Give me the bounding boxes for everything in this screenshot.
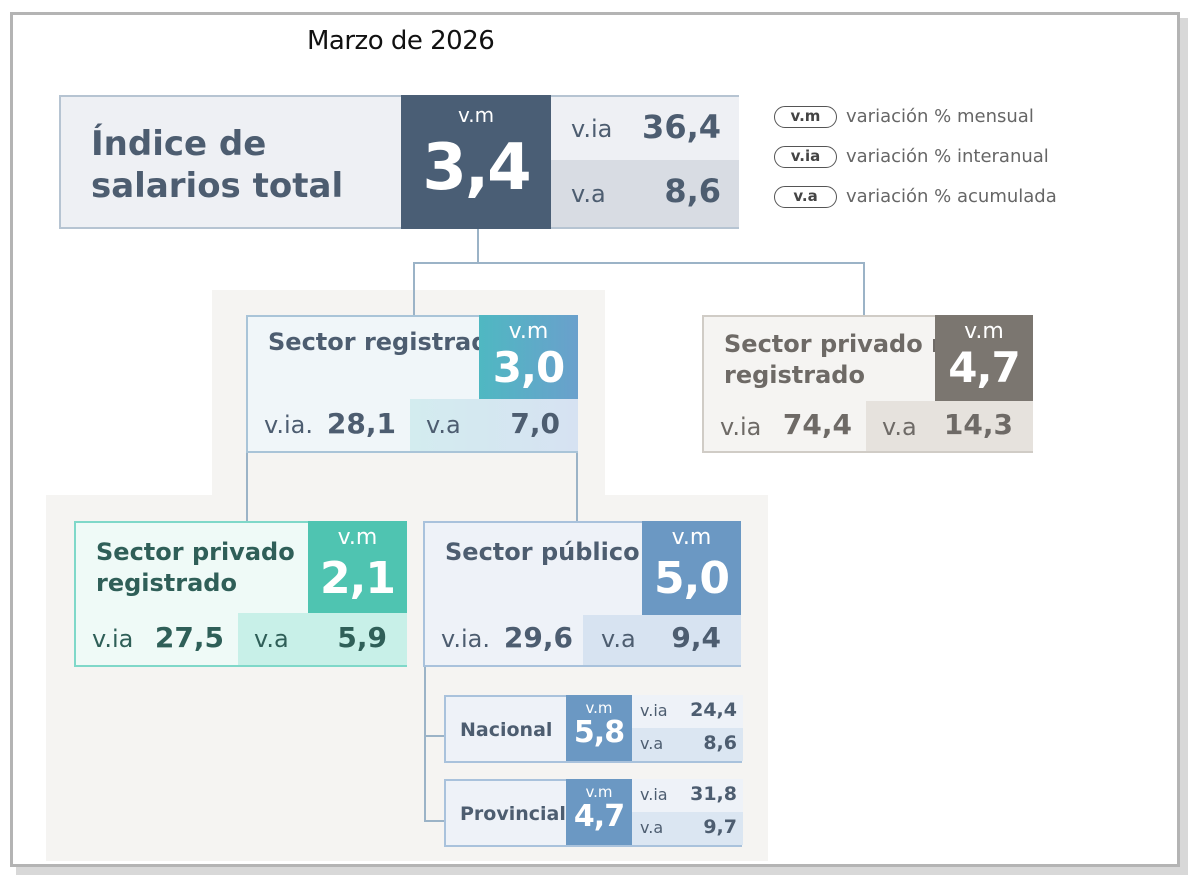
vm-value: 4,7 [948, 343, 1020, 392]
vm-box: v.m 4,7 [566, 779, 632, 845]
va-value: 9,7 [703, 816, 737, 838]
connector [413, 262, 415, 316]
connector [424, 666, 426, 822]
via-value: 28,1 [326, 407, 396, 440]
vm-label: v.m [585, 699, 613, 717]
vm-value: 5,0 [654, 553, 730, 604]
nacional-box: Nacional v.m 5,8 v.ia 24,4 v.a 8,6 [444, 695, 743, 763]
via-label: v.ia. [264, 411, 313, 439]
vm-label: v.m [457, 103, 495, 127]
frame-shadow-bottom [16, 867, 1188, 875]
via-label: v.ia [640, 701, 668, 720]
vm-label: v.m [337, 525, 378, 550]
va-label: v.a [254, 625, 289, 653]
sector-publico-box: Sector público v.m 5,0 v.ia. 29,6 v.a 9,… [423, 521, 741, 667]
va-cell: v.a 7,0 [410, 399, 578, 451]
vm-box: v.m 2,1 [308, 521, 407, 613]
sector-no-registrado-box: Sector privado no registrado v.m 4,7 v.i… [702, 315, 1033, 453]
connector [863, 262, 865, 316]
va-value: 7,0 [510, 407, 560, 440]
sector-name: Sector registrado [268, 328, 505, 356]
via-cell: v.ia 74,4 [704, 401, 866, 451]
vm-value: 4,7 [573, 799, 625, 834]
va-label: v.a [882, 413, 917, 441]
total-index-name: Índice de salarios total [91, 124, 344, 206]
via-label: v.ia [720, 413, 762, 441]
via-value: 24,4 [690, 699, 737, 721]
via-value: 36,4 [642, 108, 721, 146]
legend-text: variación % interanual [846, 146, 1049, 167]
vm-label: v.m [964, 319, 1004, 344]
vm-box: v.m 3,0 [479, 315, 578, 399]
frame-shadow-right [1180, 18, 1188, 873]
va-label: v.a [426, 411, 461, 439]
via-label: v.ia [640, 785, 668, 804]
via-cell: v.ia 27,5 [76, 613, 238, 665]
via-label: v.ia [571, 115, 613, 143]
vm-label: v.m [585, 783, 613, 801]
vm-value: 5,8 [573, 715, 625, 750]
va-cell: v.a 8,6 [632, 728, 743, 761]
vm-label: v.m [508, 319, 549, 344]
va-label: v.a [571, 180, 606, 208]
connector [576, 452, 578, 522]
via-cell: v.ia 31,8 [632, 779, 743, 812]
vm-box: v.m 4,7 [935, 315, 1033, 401]
va-label: v.a [601, 625, 636, 653]
via-cell: v.ia 24,4 [632, 695, 743, 728]
va-value: 8,6 [664, 172, 721, 210]
va-value: 14,3 [943, 408, 1013, 441]
sector-name: Nacional [460, 719, 553, 741]
via-value: 27,5 [154, 621, 224, 654]
legend-tag: v.ia [774, 146, 837, 168]
legend-text: variación % acumulada [846, 186, 1057, 207]
legend-tag: v.m [774, 106, 837, 128]
va-value: 9,4 [671, 621, 721, 654]
total-via-cell: v.ia 36,4 [551, 97, 739, 160]
connector [424, 820, 446, 822]
sector-name: Provincial [460, 803, 566, 825]
total-index-box: Índice de salarios total v.m 3,4 v.ia 36… [59, 95, 739, 229]
sector-name: Sector privado no registrado [724, 330, 965, 389]
va-value: 5,9 [337, 621, 387, 654]
vm-value: 3,0 [492, 343, 565, 392]
via-cell: v.ia. 28,1 [248, 399, 410, 451]
va-cell: v.a 9,7 [632, 812, 743, 845]
va-label: v.a [640, 818, 664, 837]
vm-box: v.m 5,0 [642, 521, 741, 615]
vm-label: v.m [671, 525, 712, 550]
via-cell: v.ia. 29,6 [425, 615, 583, 665]
sector-name: Sector público [445, 538, 640, 566]
connector [424, 735, 446, 737]
sector-registrado-box: Sector registrado v.m 3,0 v.ia. 28,1 v.a… [246, 315, 578, 453]
legend-tag: v.a [774, 186, 837, 208]
provincial-box: Provincial v.m 4,7 v.ia 31,8 v.a 9,7 [444, 779, 743, 847]
total-vm-box: v.m 3,4 [401, 95, 551, 229]
via-value: 74,4 [782, 408, 852, 441]
vm-box: v.m 5,8 [566, 695, 632, 761]
via-label: v.ia [92, 625, 134, 653]
sector-privado-registrado-box: Sector privado registrado v.m 2,1 v.ia 2… [74, 521, 407, 667]
va-cell: v.a 14,3 [866, 401, 1033, 451]
connector [477, 229, 479, 263]
total-va-cell: v.a 8,6 [551, 160, 739, 227]
connector [413, 262, 865, 264]
legend-text: variación % mensual [846, 106, 1034, 127]
via-value: 31,8 [690, 783, 737, 805]
va-cell: v.a 9,4 [583, 615, 741, 665]
via-value: 29,6 [503, 621, 573, 654]
vm-value: 3,4 [422, 131, 531, 205]
va-label: v.a [640, 734, 664, 753]
va-cell: v.a 5,9 [238, 613, 407, 665]
va-value: 8,6 [703, 732, 737, 754]
connector [246, 452, 248, 522]
via-label: v.ia. [441, 625, 490, 653]
sector-name: Sector privado registrado [96, 538, 295, 597]
date-title: Marzo de 2026 [307, 26, 495, 56]
vm-value: 2,1 [320, 553, 396, 604]
